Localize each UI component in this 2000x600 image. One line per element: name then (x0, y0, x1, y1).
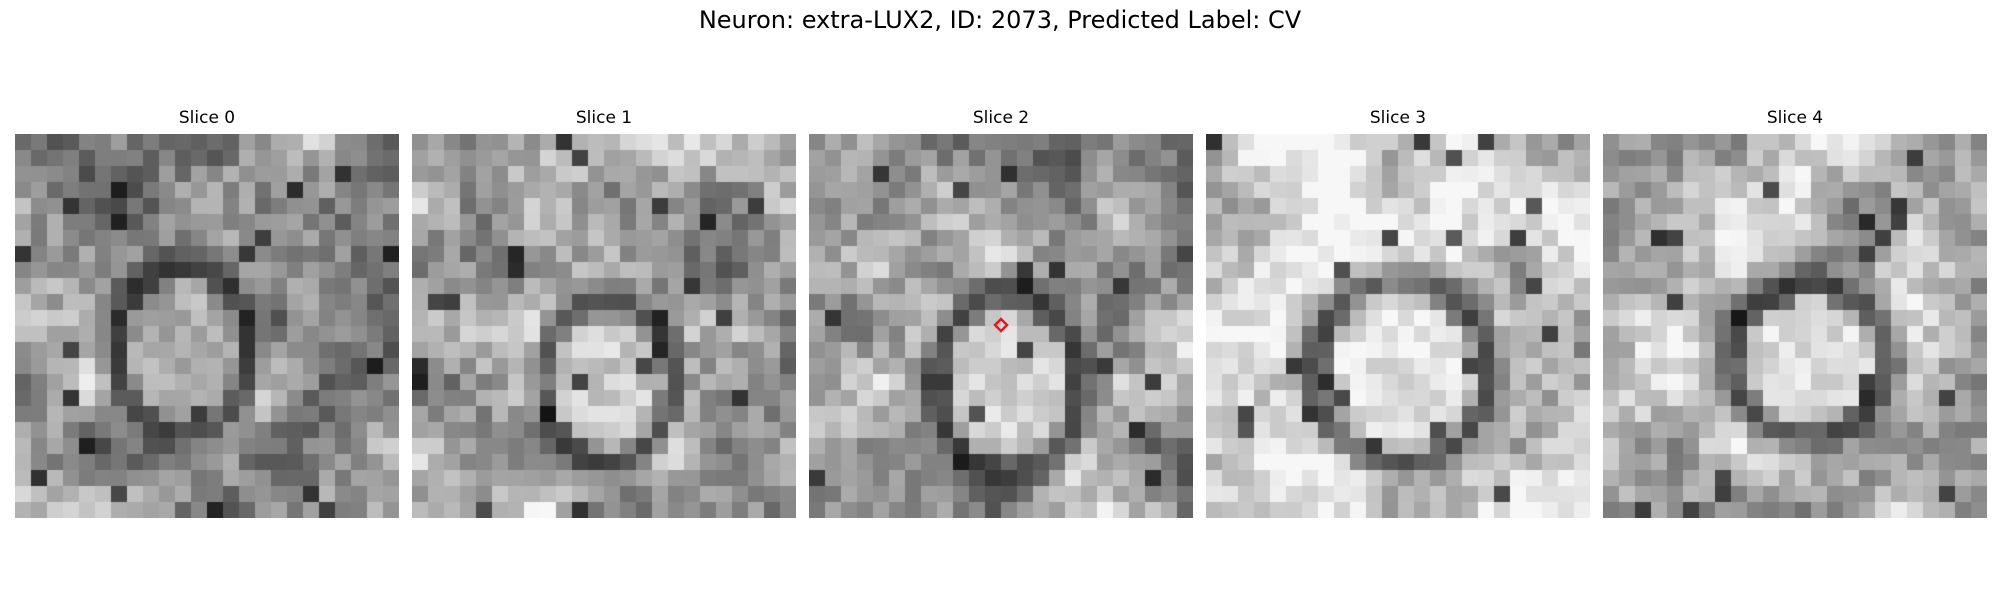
figure-title: Neuron: extra-LUX2, ID: 2073, Predicted … (698, 6, 1302, 34)
slice-4-title: Slice 4 (1766, 108, 1824, 128)
slice-2-image (809, 134, 1193, 518)
slice-3-title: Slice 3 (1369, 108, 1427, 128)
location-marker (993, 317, 1009, 333)
marker-layer (993, 317, 1009, 333)
slice-0-image (15, 134, 399, 518)
slice-3-image (1206, 134, 1590, 518)
slice-4-image (1603, 134, 1987, 518)
slice-1-title: Slice 1 (575, 108, 633, 128)
slice-0-title: Slice 0 (178, 108, 236, 128)
slice-2-title: Slice 2 (972, 108, 1030, 128)
slice-1-image (412, 134, 796, 518)
